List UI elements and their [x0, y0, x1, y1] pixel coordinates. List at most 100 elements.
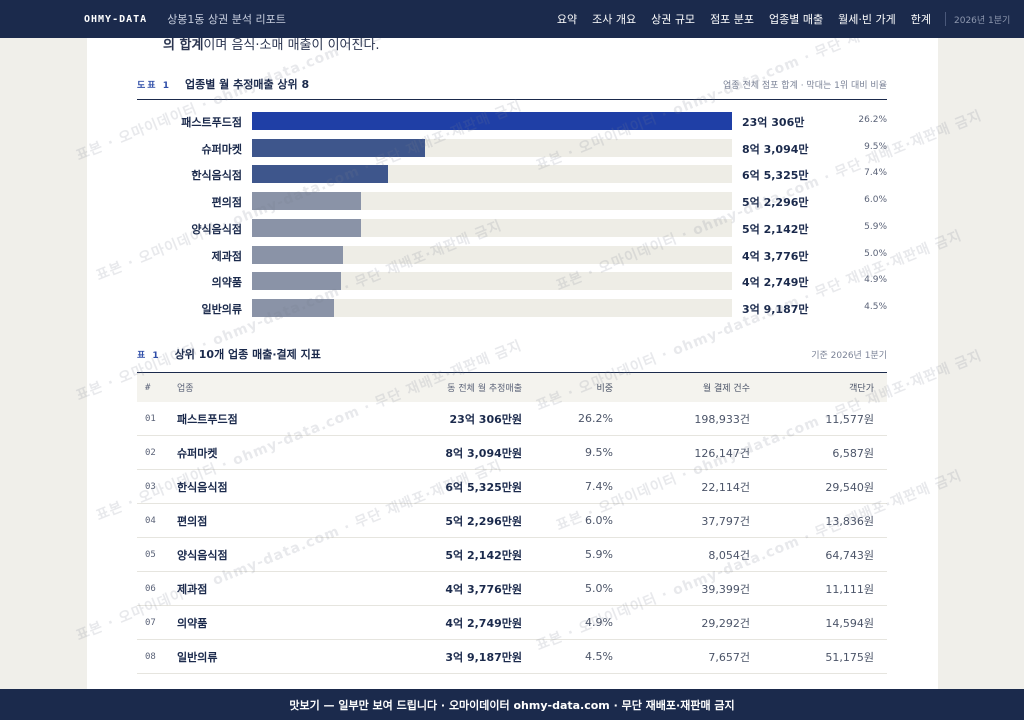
section-nav: 요약 조사 개요 상권 규모 점포 분포 업종별 매출 월세·빈 가게 한계 2…: [542, 11, 1024, 27]
sales-cell: 23억 306만원: [449, 412, 522, 426]
bar-category-label: 한식음식점: [191, 169, 242, 183]
table-row: 08 일반의류 3억 9,187만원 4.5% 7,657건 51,175원: [137, 640, 887, 674]
previous-paragraph: 의 합계이며 음식·소매 매출이 이어진다.: [163, 38, 380, 53]
bar: [252, 192, 361, 211]
bar-value-label: 6억 5,325만: [742, 169, 809, 183]
nav-divider: [945, 12, 946, 26]
bar-track: [252, 138, 732, 157]
category-cell: 양식음식점: [177, 548, 228, 562]
bar-track: [252, 272, 732, 291]
nav-item-distribution[interactable]: 점포 분포: [710, 13, 755, 26]
bar-value-label: 3억 9,187만: [742, 302, 809, 316]
bar-track: [252, 218, 732, 237]
table-title: 상위 10개 업종 매출·결제 지표: [174, 348, 321, 361]
col-header-share: 비중: [596, 384, 613, 394]
sales-cell: 5억 2,296만원: [445, 514, 522, 528]
bar-value-label: 5억 2,296만: [742, 196, 809, 210]
category-cell: 한식음식점: [177, 480, 228, 494]
figure-header: 도표 1 업종별 월 추정매출 상위 8 업종 전체 점포 합계 · 막대는 1…: [137, 76, 887, 92]
bar-value-label: 5억 2,142만: [742, 222, 809, 236]
bar-share-label: 5.9%: [864, 221, 887, 232]
report-date: 2026년 1분기: [954, 15, 1011, 26]
bar: [252, 245, 344, 264]
figure-title: 업종별 월 추정매출 상위 8: [184, 78, 310, 91]
bar-category-label: 의약품: [211, 276, 242, 290]
share-cell: 6.0%: [585, 514, 613, 527]
nav-item-limits[interactable]: 한계: [910, 13, 931, 26]
rank-cell: 01: [145, 413, 156, 424]
brand-logo[interactable]: OHMY-DATA: [84, 13, 148, 25]
table-header: 표 1 상위 10개 업종 매출·결제 지표 기준 2026년 1분기: [137, 346, 887, 362]
count-cell: 198,933건: [694, 412, 750, 426]
bar-share-label: 5.0%: [864, 248, 887, 259]
table-row: 01 패스트푸드점 23억 306만원 26.2% 198,933건 11,577원: [137, 402, 887, 436]
rank-cell: 08: [145, 651, 156, 662]
rank-cell: 04: [145, 515, 156, 526]
table-note: 기준 2026년 1분기: [811, 351, 887, 361]
sales-cell: 8억 3,094만원: [445, 446, 522, 460]
bar-row: 패스트푸드점 23억 306만 26.2%: [137, 112, 887, 130]
nav-item-overview[interactable]: 조사 개요: [592, 13, 637, 26]
rank-cell: 03: [145, 481, 156, 492]
col-header-rank: #: [145, 382, 151, 393]
bar-row: 슈퍼마켓 8억 3,094만 9.5%: [137, 138, 887, 157]
bar: [252, 272, 342, 291]
nav-item-summary[interactable]: 요약: [556, 13, 578, 26]
figure-note: 업종 전체 점포 합계 · 막대는 1위 대비 비율: [723, 81, 887, 91]
nav-item-rent[interactable]: 월세·빈 가게: [838, 13, 896, 26]
col-header-count: 월 결제 건수: [702, 384, 750, 394]
table-row: 05 양식음식점 5억 2,142만원 5.9% 8,054건 64,743원: [137, 538, 887, 572]
table-head-row: # 업종 동 전체 월 추정매출 비중 월 결제 건수 객단가: [137, 372, 887, 402]
table-tag: 표 1: [137, 351, 161, 361]
rank-cell: 06: [145, 583, 156, 594]
bar: [252, 218, 361, 237]
bar-value-label: 23억 306만: [742, 116, 805, 129]
bar-row: 편의점 5억 2,296만 6.0%: [137, 192, 887, 211]
bar: [252, 138, 426, 157]
bar-category-label: 편의점: [211, 196, 242, 210]
prev-rest: 이며 음식·소매 매출이 이어진다.: [203, 38, 380, 53]
figure-rule: [137, 99, 887, 100]
bar-row: 일반의류 3억 9,187만 4.5%: [137, 298, 887, 317]
nav-item-sales[interactable]: 업종별 매출: [769, 13, 824, 26]
bar-share-label: 6.0%: [864, 195, 887, 206]
sales-cell: 3억 9,187만원: [445, 650, 522, 664]
bar-share-label: 7.4%: [864, 168, 887, 179]
table-row: 02 슈퍼마켓 8억 3,094만원 9.5% 126,147건 6,587원: [137, 436, 887, 470]
count-cell: 126,147건: [694, 446, 750, 460]
bar-row: 양식음식점 5억 2,142만 5.9%: [137, 218, 887, 237]
bar-track: [252, 165, 732, 184]
rank-cell: 02: [145, 447, 156, 458]
report-title: 상봉1동 상권 분석 리포트: [167, 13, 286, 26]
col-header-category: 업종: [177, 384, 194, 394]
category-cell: 패스트푸드점: [177, 412, 238, 426]
category-cell: 의약품: [177, 616, 208, 630]
bar-track: [252, 245, 732, 264]
bar: [252, 165, 389, 184]
price-cell: 14,594원: [825, 616, 874, 630]
nav-item-scale[interactable]: 상권 규모: [651, 13, 696, 26]
prev-bold: 의 합계: [163, 38, 204, 53]
table-row: 03 한식음식점 6억 5,325만원 7.4% 22,114건 29,540원: [137, 470, 887, 504]
category-cell: 제과점: [177, 582, 208, 596]
price-cell: 64,743원: [825, 548, 874, 562]
col-header-price: 객단가: [849, 384, 874, 394]
share-cell: 5.0%: [585, 582, 613, 595]
table-row: 04 편의점 5억 2,296만원 6.0% 37,797건 13,836원: [137, 504, 887, 538]
bar-row: 한식음식점 6억 5,325만 7.4%: [137, 165, 887, 184]
bar-row: 제과점 4억 3,776만 5.0%: [137, 245, 887, 264]
bar-track: [252, 112, 732, 130]
share-cell: 4.9%: [585, 616, 613, 629]
bar-track: [252, 298, 732, 317]
share-cell: 4.5%: [585, 650, 613, 663]
bar-share-label: 4.9%: [864, 275, 887, 286]
count-cell: 37,797건: [701, 514, 750, 528]
sales-cell: 6억 5,325만원: [445, 480, 522, 494]
bar-value-label: 8억 3,094만: [742, 142, 809, 156]
table-row: 07 의약품 4억 2,749만원 4.9% 29,292건 14,594원: [137, 606, 887, 640]
bar-share-label: 4.5%: [864, 301, 887, 312]
category-cell: 슈퍼마켓: [177, 446, 218, 460]
bar-row: 의약품 4억 2,749만 4.9%: [137, 272, 887, 291]
bar-category-label: 슈퍼마켓: [201, 142, 242, 156]
sales-cell: 5억 2,142만원: [445, 548, 522, 562]
